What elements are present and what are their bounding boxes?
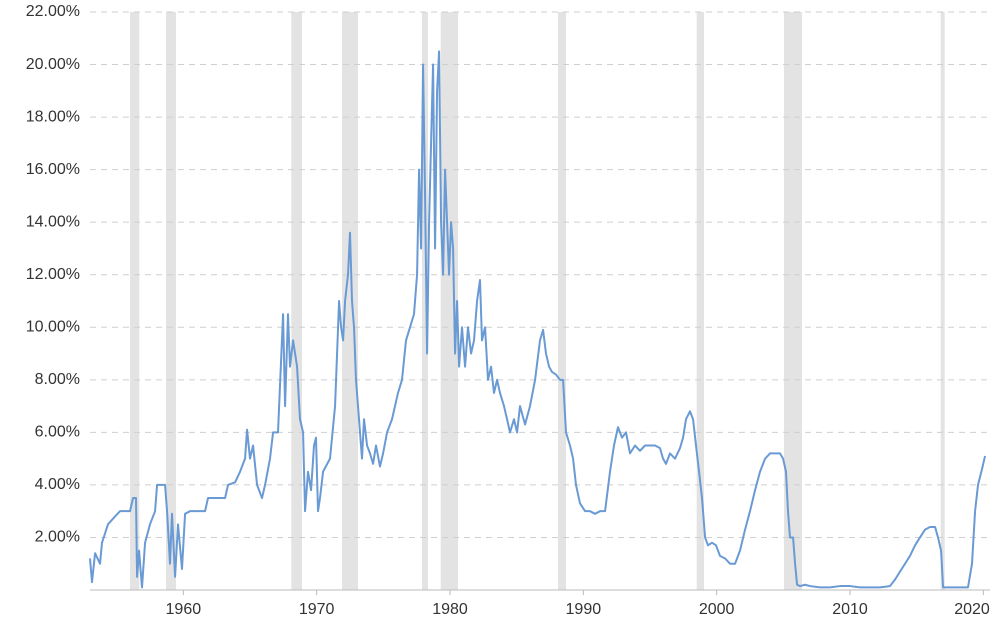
x-tick-label: 1960	[166, 601, 202, 618]
recession-band	[166, 12, 176, 590]
x-tick-label: 2020	[954, 601, 990, 618]
x-tick-label: 1970	[299, 601, 335, 618]
y-tick-label: 16.00%	[26, 161, 80, 178]
y-tick-label: 8.00%	[35, 371, 80, 388]
recession-band	[130, 12, 140, 590]
recession-band	[440, 12, 458, 590]
y-tick-label: 2.00%	[35, 529, 80, 546]
x-tick-label: 2000	[699, 601, 735, 618]
y-tick-label: 20.00%	[26, 56, 80, 73]
rate-line	[89, 50, 987, 589]
y-tick-label: 6.00%	[35, 424, 80, 441]
y-tick-label: 10.00%	[26, 318, 80, 335]
recession-band	[422, 12, 428, 590]
y-tick-label: 14.00%	[26, 213, 80, 230]
recession-band	[342, 12, 358, 590]
recession-band	[784, 12, 802, 590]
y-tick-label: 18.00%	[26, 108, 80, 125]
x-tick-label: 1990	[566, 601, 602, 618]
y-tick-label: 4.00%	[35, 476, 80, 493]
y-tick-label: 22.00%	[26, 3, 80, 20]
x-tick-label: 2010	[832, 601, 868, 618]
recession-band	[940, 12, 945, 590]
y-tick-label: 12.00%	[26, 266, 80, 283]
recession-band	[696, 12, 704, 590]
recession-band	[558, 12, 566, 590]
x-tick-label: 1980	[432, 601, 468, 618]
recession-band	[291, 12, 302, 590]
